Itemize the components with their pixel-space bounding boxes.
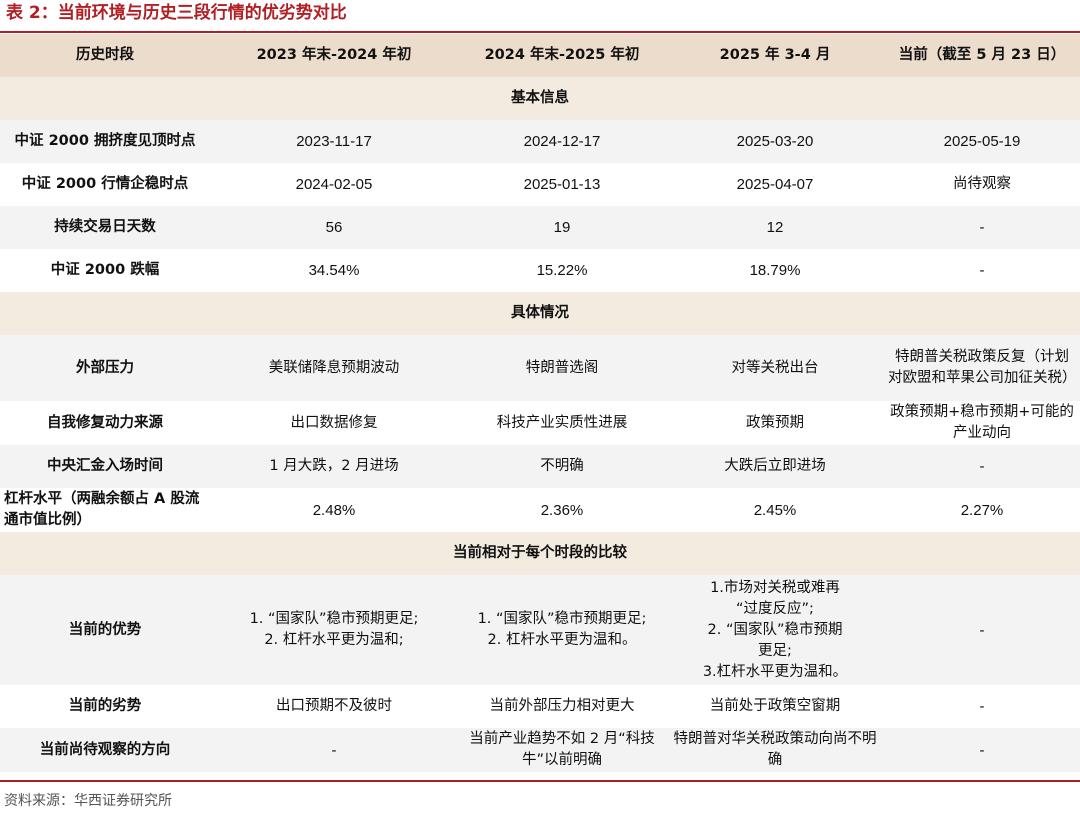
cell-line: 1.市场对关税或难再 — [710, 579, 840, 596]
table-cell: 2.45% — [666, 488, 884, 532]
table-cell: 2024-12-17 — [458, 120, 666, 163]
table-row: 当前的优势 1. “国家队”稳市预期更足; 2. 杠杆水平更为温和; 1. “国… — [0, 575, 1080, 685]
table-cell: 出口预期不及彼时 — [210, 685, 458, 728]
row-label: 自我修复动力来源 — [0, 401, 210, 445]
table-cell: 15.22% — [458, 249, 666, 292]
source-note: 资料来源：华西证券研究所 — [4, 793, 172, 809]
section-title: 具体情况 — [0, 292, 1080, 335]
row-label: 中证 2000 行情企稳时点 — [0, 163, 210, 206]
table-cell: 12 — [666, 206, 884, 249]
cell-line: 更足; — [758, 642, 792, 659]
section-row-basic: 基本信息 — [0, 77, 1080, 120]
table-cell: 2025-05-19 — [884, 120, 1080, 163]
table-cell: 特朗普对华关税政策动向尚不明确 — [666, 728, 884, 772]
table-cell: 不明确 — [458, 445, 666, 488]
table-cell: 2023-11-17 — [210, 120, 458, 163]
table-cell: 34.54% — [210, 249, 458, 292]
section-title: 当前相对于每个时段的比较 — [0, 532, 1080, 575]
table-cell: - — [884, 685, 1080, 728]
table-cell: - — [884, 728, 1080, 772]
header-row: 历史时段 2023 年末-2024 年初 2024 年末-2025 年初 202… — [0, 34, 1080, 77]
table-cell: 政策预期+稳市预期+可能的产业动向 — [884, 401, 1080, 445]
table-row: 中证 2000 拥挤度见顶时点 2023-11-17 2024-12-17 20… — [0, 120, 1080, 163]
table-cell: 政策预期 — [666, 401, 884, 445]
table-cell: 当前产业趋势不如 2 月“科技牛”以前明确 — [458, 728, 666, 772]
top-rule — [0, 31, 1080, 33]
cell-line: “过度反应”; — [736, 600, 814, 617]
cell-line: 2. “国家队”稳市预期 — [707, 621, 843, 638]
table-cell: - — [884, 575, 1080, 685]
table-row: 当前尚待观察的方向 - 当前产业趋势不如 2 月“科技牛”以前明确 特朗普对华关… — [0, 728, 1080, 772]
cell-line: 2. 杠杆水平更为温和。 — [487, 632, 637, 648]
cell-line: 3.杠杆水平更为温和。 — [702, 663, 848, 680]
table-cell: 尚待观察 — [884, 163, 1080, 206]
table-cell: 对等关税出台 — [666, 335, 884, 401]
table-row: 中证 2000 行情企稳时点 2024-02-05 2025-01-13 202… — [0, 163, 1080, 206]
bottom-rule — [0, 780, 1080, 782]
table-cell: 18.79% — [666, 249, 884, 292]
table-cell: 2024-02-05 — [210, 163, 458, 206]
table-cell: 2025-01-13 — [458, 163, 666, 206]
table-cell: 美联储降息预期波动 — [210, 335, 458, 401]
comparison-table: 历史时段 2023 年末-2024 年初 2024 年末-2025 年初 202… — [0, 34, 1080, 772]
table-caption: 表 2：当前环境与历史三段行情的优劣势对比 — [6, 3, 347, 23]
table-cell: 2.48% — [210, 488, 458, 532]
table-cell: 2025-04-07 — [666, 163, 884, 206]
cell-line: 1. “国家队”稳市预期更足; — [477, 611, 647, 627]
row-label: 外部压力 — [0, 335, 210, 401]
table-row: 自我修复动力来源 出口数据修复 科技产业实质性进展 政策预期 政策预期+稳市预期… — [0, 401, 1080, 445]
row-label: 当前尚待观察的方向 — [0, 728, 210, 772]
table-cell: 2.36% — [458, 488, 666, 532]
table-cell: 出口数据修复 — [210, 401, 458, 445]
table-row: 杠杆水平（两融余额占 A 股流通市值比例） 2.48% 2.36% 2.45% … — [0, 488, 1080, 532]
row-label: 杠杆水平（两融余额占 A 股流通市值比例） — [0, 488, 210, 532]
table-cell: 1.市场对关税或难再 “过度反应”; 2. “国家队”稳市预期 更足; 3.杠杆… — [666, 575, 884, 685]
cell-line: 1. “国家队”稳市预期更足; — [249, 611, 419, 627]
table-cell: 科技产业实质性进展 — [458, 401, 666, 445]
table-cell: 1 月大跌，2 月进场 — [210, 445, 458, 488]
row-label: 当前的劣势 — [0, 685, 210, 728]
table-cell: - — [210, 728, 458, 772]
table-cell: 19 — [458, 206, 666, 249]
table-cell: - — [884, 206, 1080, 249]
row-label: 中央汇金入场时间 — [0, 445, 210, 488]
section-row-compare: 当前相对于每个时段的比较 — [0, 532, 1080, 575]
table-cell: 当前外部压力相对更大 — [458, 685, 666, 728]
row-label: 中证 2000 拥挤度见顶时点 — [0, 120, 210, 163]
header-cell: 2024 年末-2025 年初 — [458, 34, 666, 77]
table-row: 持续交易日天数 56 19 12 - — [0, 206, 1080, 249]
table-cell: 当前处于政策空窗期 — [666, 685, 884, 728]
row-label: 当前的优势 — [0, 575, 210, 685]
header-cell: 2023 年末-2024 年初 — [210, 34, 458, 77]
table-cell: 56 — [210, 206, 458, 249]
row-label: 持续交易日天数 — [0, 206, 210, 249]
table-cell: 特朗普关税政策反复（计划对欧盟和苹果公司加征关税） — [884, 335, 1080, 401]
table-row: 中证 2000 跌幅 34.54% 15.22% 18.79% - — [0, 249, 1080, 292]
table-cell: 1. “国家队”稳市预期更足; 2. 杠杆水平更为温和。 — [458, 575, 666, 685]
table-cell: 特朗普选阁 — [458, 335, 666, 401]
table-row: 中央汇金入场时间 1 月大跌，2 月进场 不明确 大跌后立即进场 - — [0, 445, 1080, 488]
section-title: 基本信息 — [0, 77, 1080, 120]
table-cell: - — [884, 249, 1080, 292]
table-cell: 2025-03-20 — [666, 120, 884, 163]
table-cell: 1. “国家队”稳市预期更足; 2. 杠杆水平更为温和; — [210, 575, 458, 685]
table-cell: 2.27% — [884, 488, 1080, 532]
table-row: 当前的劣势 出口预期不及彼时 当前外部压力相对更大 当前处于政策空窗期 - — [0, 685, 1080, 728]
header-cell: 2025 年 3-4 月 — [666, 34, 884, 77]
table-cell: 大跌后立即进场 — [666, 445, 884, 488]
header-cell: 当前（截至 5 月 23 日） — [884, 34, 1080, 77]
table-cell: - — [884, 445, 1080, 488]
table-row: 外部压力 美联储降息预期波动 特朗普选阁 对等关税出台 特朗普关税政策反复（计划… — [0, 335, 1080, 401]
cell-line: 2. 杠杆水平更为温和; — [264, 632, 404, 648]
row-label: 中证 2000 跌幅 — [0, 249, 210, 292]
header-cell: 历史时段 — [0, 34, 210, 77]
section-row-detail: 具体情况 — [0, 292, 1080, 335]
